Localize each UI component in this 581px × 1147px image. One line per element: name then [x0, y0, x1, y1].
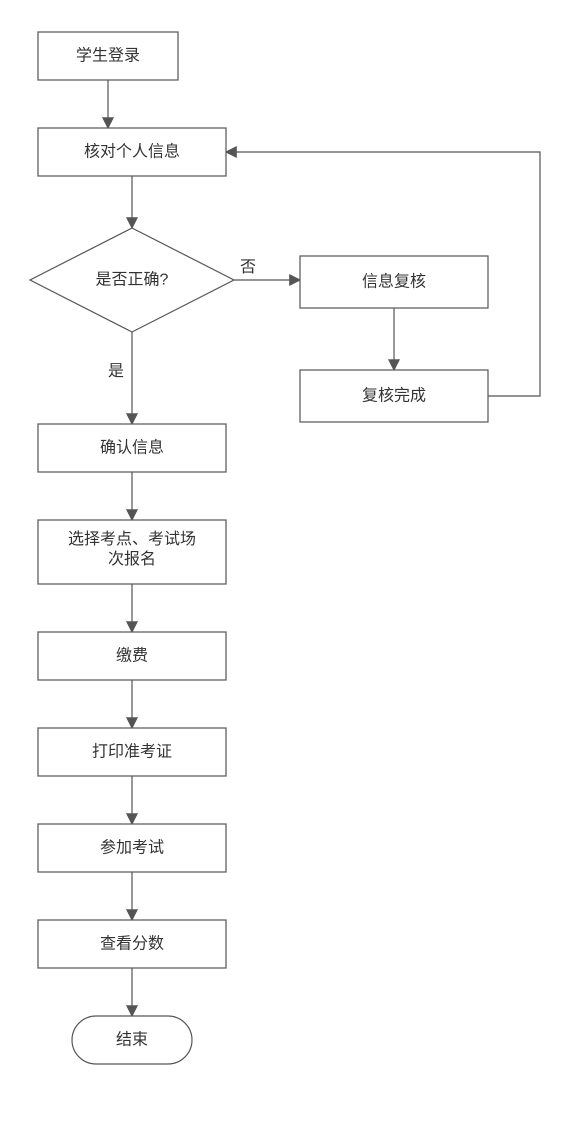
node-label-n11: 查看分数: [100, 935, 164, 953]
node-label-n8: 缴费: [116, 647, 148, 665]
node-label-n5: 复核完成: [362, 387, 426, 405]
flowchart-svg: 否是 学生登录核对个人信息是否正确?信息复核复核完成确认信息选择考点、考试场次报…: [0, 0, 581, 1147]
nodes-group: 学生登录核对个人信息是否正确?信息复核复核完成确认信息选择考点、考试场次报名缴费…: [30, 32, 488, 1064]
node-label-n1: 学生登录: [76, 47, 140, 65]
node-label-n9: 打印准考证: [92, 743, 172, 761]
node-label-n10: 参加考试: [100, 839, 164, 857]
node-label-n6: 确认信息: [100, 439, 164, 457]
node-label-n3: 是否正确?: [96, 271, 169, 289]
edge-label-n3-n4: 否: [240, 259, 256, 276]
node-label-n2: 核对个人信息: [84, 143, 180, 161]
edge-label-n3-n6: 是: [108, 363, 124, 380]
node-label-n4: 信息复核: [362, 273, 426, 291]
node-label-n12: 结束: [116, 1031, 148, 1049]
